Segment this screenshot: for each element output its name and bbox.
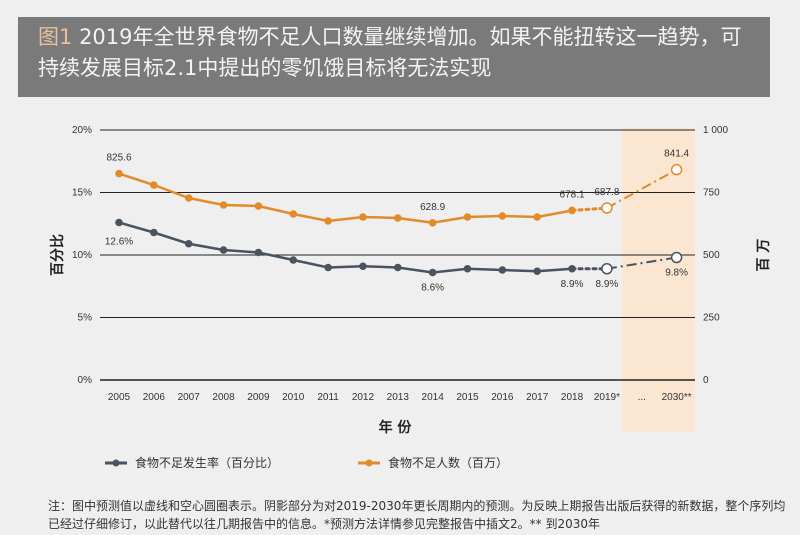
- data-point: [428, 268, 437, 277]
- legend-label: 食物不足发生率（百分比）: [135, 455, 279, 470]
- series-projection-dotted-1: [570, 206, 609, 212]
- right-tick-label: 500: [703, 250, 720, 261]
- data-point: [394, 214, 402, 222]
- data-point: [254, 248, 263, 257]
- left-tick-label: 5%: [78, 313, 93, 324]
- data-point: [533, 213, 541, 221]
- x-tick-label: 2012: [352, 392, 375, 403]
- left-tick-label: 10%: [72, 250, 92, 261]
- data-label: 8.9%: [561, 279, 584, 290]
- chart-title: 图1 2019年全世界食物不足人口数量继续增加。如果不能扭转这一趋势，可持续发展…: [18, 17, 770, 97]
- data-point: [184, 239, 193, 248]
- legend-marker: [112, 459, 120, 467]
- x-tick-label: 2005: [108, 392, 131, 403]
- data-point: [254, 202, 263, 210]
- right-tick-label: 750: [703, 188, 720, 199]
- data-point: [359, 213, 367, 221]
- x-tick-label: 2019*: [594, 392, 620, 403]
- x-tick-label: 2016: [491, 392, 514, 403]
- data-point: [324, 263, 332, 272]
- data-point: [601, 263, 613, 275]
- y-axis-right-title: 百 万: [756, 239, 772, 272]
- x-tick-label: 2008: [212, 392, 235, 403]
- title-text: 2019年全世界食物不足人口数量继续增加。如果不能扭转这一趋势，可持续发展目标2…: [38, 25, 742, 80]
- data-point: [463, 213, 472, 221]
- data-point: [324, 217, 332, 225]
- series-projection-dashdot-1: [606, 168, 678, 209]
- figure-label: 图1: [38, 25, 73, 49]
- data-label: 687.8: [594, 187, 619, 198]
- series-projection-dashdot-0: [606, 256, 677, 270]
- x-tick-label: 2006: [143, 392, 166, 403]
- series-line-0: [118, 221, 573, 274]
- data-point: [359, 262, 367, 271]
- data-label: 8.6%: [421, 283, 444, 294]
- data-point: [568, 206, 576, 215]
- x-tick-label: 2014: [422, 392, 445, 403]
- x-tick-label: 2011: [317, 392, 339, 403]
- data-point: [498, 266, 507, 274]
- data-point: [428, 218, 437, 227]
- left-tick-label: 0%: [78, 375, 93, 386]
- x-tick-label: 2009: [247, 392, 270, 403]
- x-tick-label: 2015: [456, 392, 479, 403]
- data-label: 841.4: [664, 149, 689, 160]
- y-axis-left-title: 百分比: [49, 234, 66, 276]
- x-tick-label: 2030**: [662, 392, 692, 403]
- data-point: [219, 246, 228, 254]
- data-label: 8.9%: [596, 279, 619, 290]
- data-point: [115, 169, 123, 178]
- data-label: 825.6: [106, 153, 131, 164]
- legend-label: 食物不足人数（百万）: [388, 455, 508, 470]
- data-label: 628.9: [420, 202, 445, 213]
- footnote: 注：图中预测值以虚线和空心圆圈表示。阴影部分为对2019-2030年更长周期内的…: [48, 499, 786, 531]
- data-point: [289, 210, 298, 218]
- left-tick-label: 15%: [72, 188, 92, 199]
- data-point: [184, 194, 193, 202]
- data-point: [498, 212, 507, 220]
- data-label: 9.8%: [665, 268, 688, 279]
- data-label: 678.1: [560, 189, 585, 200]
- data-label: 12.6%: [105, 237, 133, 248]
- legend-marker: [365, 459, 373, 467]
- data-point: [601, 202, 613, 214]
- left-tick-label: 20%: [72, 125, 92, 136]
- data-point: [463, 264, 472, 273]
- data-point: [150, 228, 158, 237]
- x-tick-label: 2007: [178, 392, 201, 403]
- x-axis-title: 年 份: [379, 419, 413, 436]
- x-tick-label: 2017: [526, 392, 549, 403]
- right-tick-label: 0: [703, 375, 709, 386]
- data-point: [219, 201, 228, 209]
- data-point: [150, 181, 158, 189]
- data-point: [533, 267, 541, 276]
- x-tick-label: 2013: [387, 392, 410, 403]
- data-point: [394, 263, 402, 272]
- data-point: [289, 256, 298, 264]
- series-line-1: [118, 172, 573, 225]
- right-tick-label: 250: [703, 313, 720, 324]
- x-tick-label: 2010: [282, 392, 305, 403]
- right-tick-label: 1 000: [703, 125, 728, 136]
- data-point: [568, 264, 576, 273]
- data-point: [115, 218, 123, 227]
- x-tick-label: ...: [638, 392, 646, 403]
- data-point: [670, 163, 683, 176]
- x-tick-label: 2018: [561, 392, 584, 403]
- data-point: [670, 251, 683, 264]
- projection-shading: [622, 128, 695, 432]
